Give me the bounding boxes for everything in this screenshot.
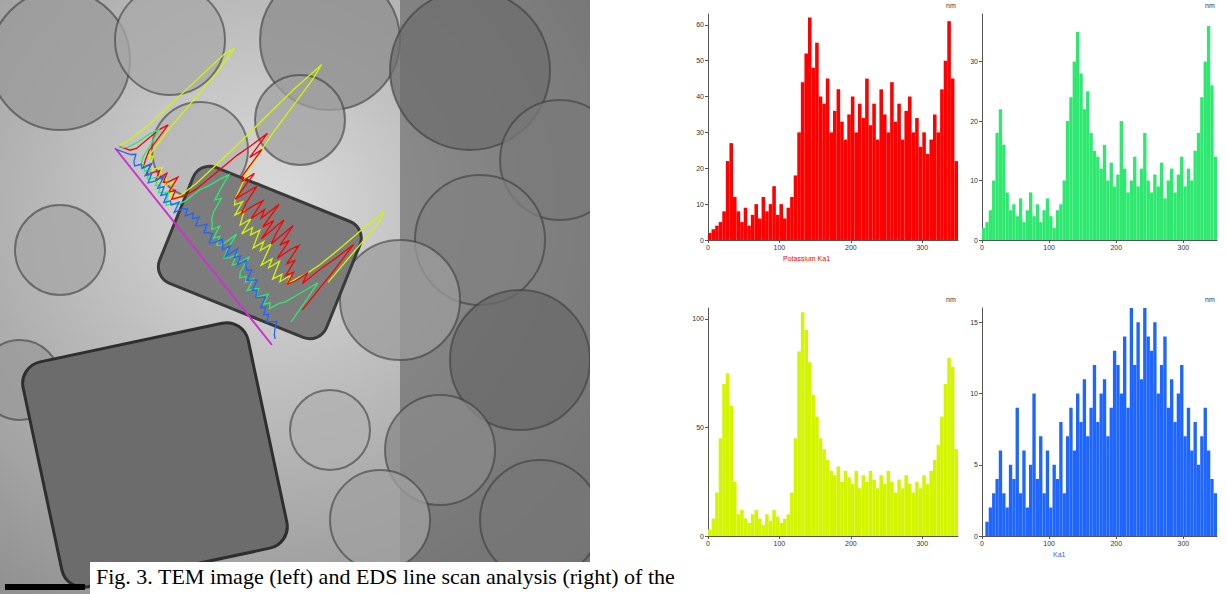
svg-text:0: 0: [980, 540, 984, 547]
svg-text:0: 0: [974, 533, 978, 540]
html-text:Fig. 3. TEM image (left) and E: Fig. 3. TEM image (left) and EDS line sc…: [96, 564, 675, 589]
svg-text:100: 100: [774, 244, 786, 251]
svg-text:10: 10: [696, 201, 704, 208]
svg-text:5: 5: [974, 461, 978, 468]
svg-text:100: 100: [1043, 540, 1055, 547]
svg-text:50: 50: [696, 57, 704, 64]
svg-text:0: 0: [980, 244, 984, 251]
svg-text:Ka1: Ka1: [1053, 551, 1066, 558]
svg-text:200: 200: [1110, 244, 1122, 251]
svg-text:50: 50: [696, 424, 704, 431]
svg-text:nm: nm: [1205, 296, 1215, 303]
svg-text:40: 40: [696, 93, 704, 100]
svg-text:0: 0: [974, 237, 978, 244]
svg-text:300: 300: [1178, 244, 1190, 251]
svg-text:20: 20: [696, 165, 704, 172]
svg-text:30: 30: [970, 58, 978, 65]
svg-text:200: 200: [1110, 540, 1122, 547]
svg-text:10: 10: [970, 177, 978, 184]
svg-text:300: 300: [1178, 540, 1190, 547]
svg-text:0: 0: [700, 533, 704, 540]
svg-text:100: 100: [692, 315, 704, 322]
svg-text:nm: nm: [946, 296, 956, 303]
svg-text:10: 10: [970, 390, 978, 397]
svg-text:60: 60: [696, 21, 704, 28]
svg-text:300: 300: [916, 540, 928, 547]
svg-text:nm: nm: [1205, 2, 1215, 9]
svg-text:20: 20: [970, 118, 978, 125]
svg-text:200: 200: [845, 540, 857, 547]
svg-text:100: 100: [1043, 244, 1055, 251]
svg-text:100: 100: [774, 540, 786, 547]
svg-text:300: 300: [916, 244, 928, 251]
svg-text:15: 15: [970, 319, 978, 326]
svg-text:0: 0: [700, 237, 704, 244]
svg-text:0: 0: [706, 540, 710, 547]
svg-text:200: 200: [845, 244, 857, 251]
svg-text:30: 30: [696, 129, 704, 136]
svg-text:0: 0: [706, 244, 710, 251]
svg-text:Potassium Ka1: Potassium Ka1: [783, 255, 830, 262]
svg-text:nm: nm: [946, 2, 956, 9]
